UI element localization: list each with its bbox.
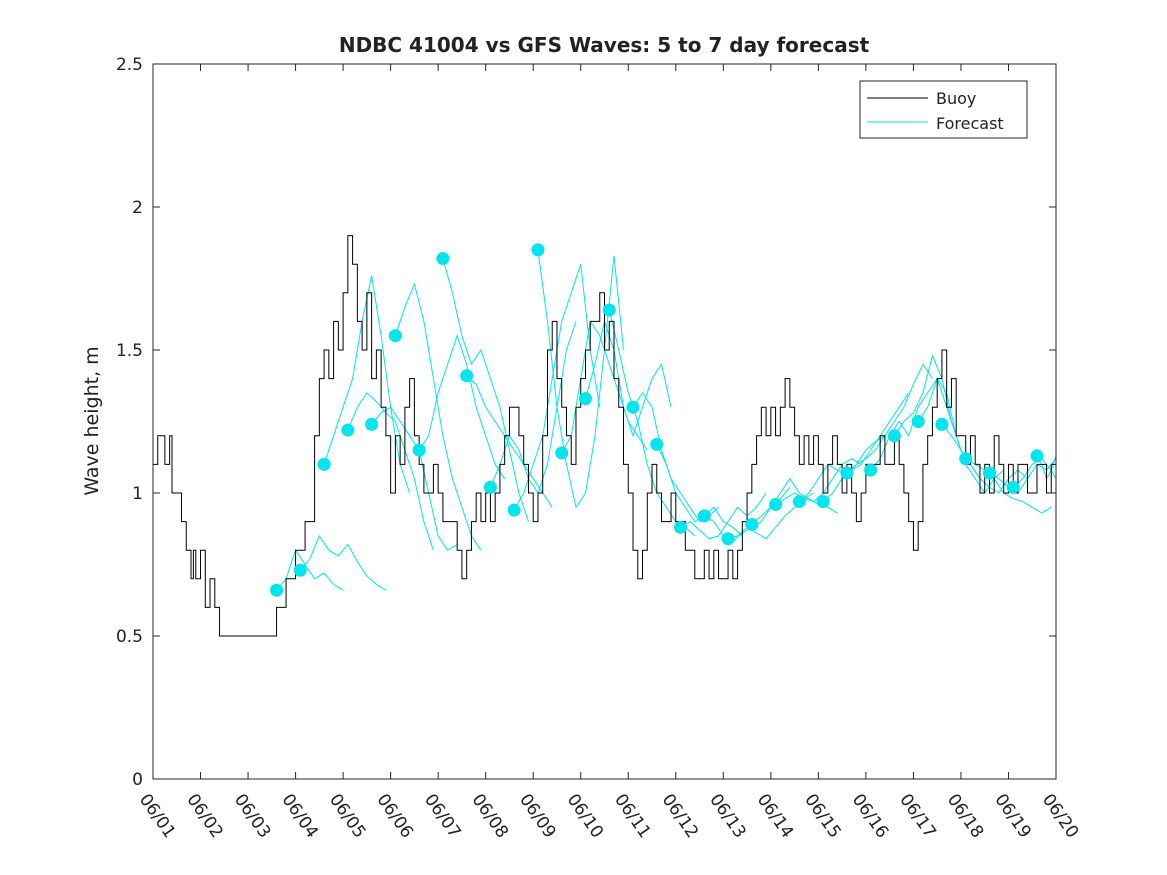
forecast-point [483,480,497,494]
forecast-point [436,251,450,265]
legend-buoy-label: Buoy [936,89,976,108]
y-tick-label: 2.5 [116,55,143,75]
forecast-point [769,497,783,511]
y-tick-label: 1.5 [116,341,143,361]
forecast-point [911,415,925,428]
y-axis-label: Wave height, m [81,346,103,495]
forecast-point [626,400,640,414]
forecast-point [602,303,616,317]
y-axis-ticks: 0 0.5 1 1.5 2 2.5 [116,55,1056,790]
forecast-point [650,437,664,451]
y-tick-label: 1 [132,484,143,504]
forecast-line-2 [299,534,387,591]
forecast-point [270,583,284,597]
forecast-line-7 [418,334,506,479]
forecast-point [697,509,711,523]
forecast-point [1006,480,1020,494]
buoy-line [153,235,1057,637]
forecast-line-8 [442,258,529,522]
legend-forecast-label: Forecast [936,114,1004,133]
y-tick-label: 0.5 [116,627,143,647]
forecast-point [674,520,688,534]
y-tick-label: 0 [132,770,143,790]
forecast-line-12 [537,249,625,509]
forecast-point [365,417,379,431]
forecast-line-14 [585,319,672,438]
forecast-point [816,495,830,509]
forecast-line-18 [680,492,767,540]
forecast-point [982,466,996,480]
y-tick-label: 2 [132,198,143,218]
forecast-point [935,417,949,431]
forecast-point [1030,449,1044,463]
forecast-point [959,452,973,466]
forecast-point [745,517,759,531]
forecast-line-1 [276,549,344,591]
forecast-point [460,369,474,383]
chart-title: NDBC 41004 vs GFS Waves: 5 to 7 day fore… [339,33,870,57]
forecast-line-4 [347,392,434,551]
forecast-point [293,563,307,577]
forecast-point [388,329,402,343]
forecast-point [578,392,592,406]
forecast-point [412,443,426,457]
forecast-point [507,503,521,517]
forecast-line-6 [394,282,482,551]
forecast-point [887,429,901,443]
forecast-point [341,423,355,437]
forecast-point [317,457,331,471]
forecast-line-31 [989,458,1057,494]
axes-box [152,63,1057,780]
forecast-line-9 [466,375,553,508]
plot-area [153,235,1057,637]
legend: Buoy Forecast [859,80,1028,139]
forecast-line-24 [822,392,910,502]
legend-box [859,80,1028,139]
forecast-point [840,466,854,480]
forecast-point [555,446,569,460]
forecast-line-25 [846,363,933,474]
forecast-point [721,532,735,546]
forecast-point [792,495,806,509]
forecast-point [864,463,878,477]
forecast-point [531,243,545,257]
